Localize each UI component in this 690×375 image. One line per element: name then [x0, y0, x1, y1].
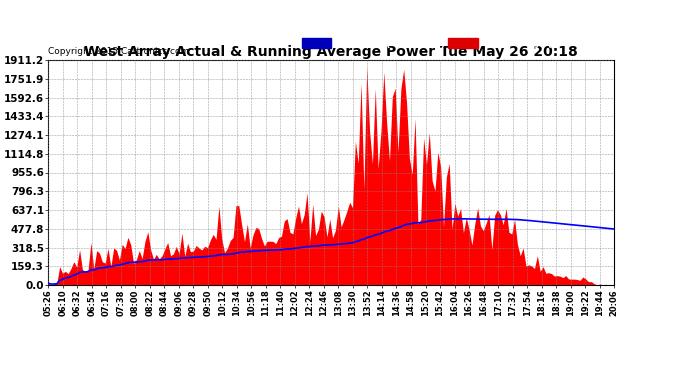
Text: Copyright 2015 Cartronics.com: Copyright 2015 Cartronics.com [48, 46, 190, 56]
Legend: Average  (DC Watts), West Array  (DC Watts): Average (DC Watts), West Array (DC Watts… [300, 36, 609, 50]
Title: West Array Actual & Running Average Power Tue May 26 20:18: West Array Actual & Running Average Powe… [84, 45, 578, 59]
